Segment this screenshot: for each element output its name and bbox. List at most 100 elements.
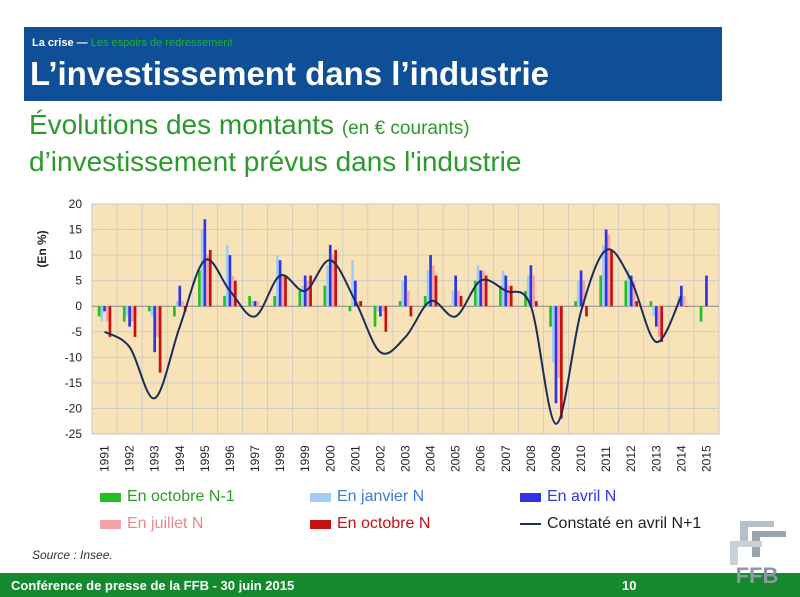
bar — [401, 280, 405, 307]
bar — [122, 306, 126, 322]
bar — [457, 290, 460, 307]
bar — [228, 255, 232, 307]
bar — [551, 306, 555, 363]
bar — [376, 306, 380, 312]
x-tick-label: 2006 — [474, 445, 488, 472]
bar — [298, 290, 302, 307]
bar — [649, 301, 653, 307]
bar — [482, 270, 485, 307]
kicker-prefix: La crise — — [32, 37, 91, 49]
bar — [125, 306, 129, 317]
bar — [699, 306, 703, 322]
x-tick-label: 2005 — [449, 445, 463, 472]
bar — [409, 306, 413, 317]
x-tick-label: 2015 — [699, 445, 713, 472]
bar — [479, 270, 483, 307]
bar — [529, 265, 533, 307]
x-tick-label: 2000 — [323, 445, 337, 472]
legend-swatch — [310, 492, 331, 502]
constate-line — [104, 248, 683, 425]
bar — [147, 306, 151, 312]
x-tick-label: 2009 — [549, 445, 563, 472]
legend-label: Constaté en avril N+1 — [547, 515, 702, 532]
legend-label: En avril N — [547, 488, 617, 505]
legend-item-octobre-n: En octobre N — [310, 515, 430, 533]
page-title: L’investissement dans l’industrie — [30, 55, 549, 92]
bar — [331, 255, 335, 307]
x-tick-label: 1997 — [248, 445, 262, 472]
legend-swatch — [100, 492, 121, 502]
x-tick-label: 1993 — [148, 445, 162, 472]
bar — [203, 219, 207, 307]
bar — [128, 306, 131, 327]
x-tick-label: 2001 — [348, 445, 362, 472]
bar — [499, 285, 502, 307]
bar — [434, 275, 438, 307]
x-tick-label: 1992 — [123, 445, 137, 472]
legend-item-constate: Constaté en avril N+1 — [520, 515, 701, 533]
legend-item-juillet-n: En juillet N — [100, 515, 203, 533]
bar — [353, 280, 357, 307]
ffb-logo: FFB — [730, 521, 786, 588]
bar — [351, 260, 354, 307]
bar — [309, 275, 312, 307]
bar — [256, 301, 260, 307]
bar — [610, 250, 613, 307]
bar — [259, 306, 262, 307]
chart-heading-unit: (en € courants) — [341, 118, 470, 139]
y-tick-label: 5 — [75, 274, 82, 288]
x-tick-label: 1994 — [173, 445, 187, 472]
legend-swatch — [100, 519, 121, 529]
bar — [406, 290, 410, 307]
bar — [585, 306, 588, 317]
bar — [607, 234, 611, 307]
bar — [473, 280, 477, 307]
bar — [273, 296, 277, 307]
bar — [301, 285, 304, 307]
bar — [549, 306, 552, 327]
y-axis-label: (En %) — [35, 230, 49, 267]
x-tick-label: 2007 — [499, 445, 513, 472]
bar — [398, 301, 402, 307]
bar — [356, 301, 360, 307]
y-tick-label: 0 — [75, 299, 82, 313]
bar — [451, 290, 455, 307]
x-tick-label: 2008 — [524, 445, 538, 472]
legend-swatch — [310, 519, 331, 529]
bar — [233, 280, 237, 307]
bar — [509, 285, 513, 307]
bar — [379, 306, 382, 317]
bar — [507, 285, 510, 307]
bar — [248, 296, 251, 307]
bar — [404, 275, 407, 307]
y-tick-label: 20 — [69, 197, 83, 211]
bar — [198, 270, 201, 307]
bar — [108, 306, 112, 337]
bar — [100, 306, 104, 322]
bar — [105, 306, 109, 322]
chart-heading-line2: d’investissement prévus dans l'industrie — [29, 146, 522, 177]
x-tick-label: 2002 — [373, 445, 387, 472]
bar — [384, 306, 388, 332]
bar — [577, 280, 580, 307]
bar — [454, 275, 458, 307]
bar — [373, 306, 377, 327]
ffb-logo-text: FFB — [736, 563, 779, 588]
y-tick-label: -5 — [71, 325, 82, 339]
bar — [629, 275, 633, 307]
bar — [705, 275, 708, 307]
x-tick-label: 1996 — [223, 445, 237, 472]
bar — [200, 229, 204, 307]
x-tick-label: 2013 — [649, 445, 663, 472]
bar — [532, 275, 535, 307]
bar — [156, 306, 159, 337]
x-tick-label: 2012 — [624, 445, 638, 472]
bar — [281, 275, 285, 307]
bar — [448, 306, 452, 307]
bar — [130, 306, 134, 322]
x-tick-label: 1998 — [273, 445, 287, 472]
bar — [657, 306, 661, 337]
bar — [175, 301, 179, 307]
bar — [250, 301, 254, 307]
